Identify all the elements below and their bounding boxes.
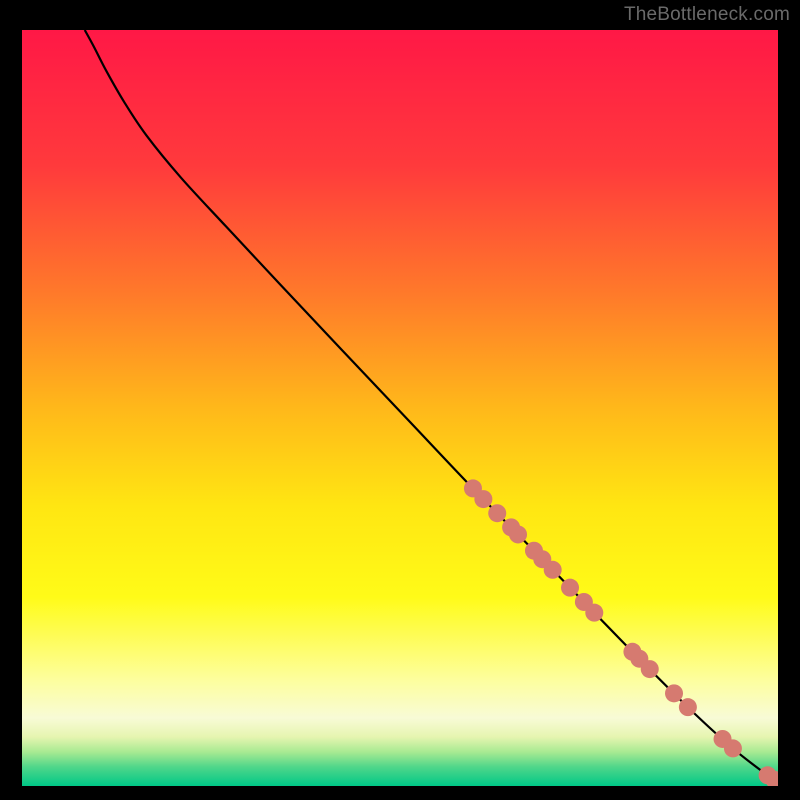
data-marker — [544, 561, 562, 579]
bottleneck-curve — [85, 30, 778, 782]
data-marker — [665, 684, 683, 702]
data-marker — [724, 739, 742, 757]
marker-group — [464, 479, 778, 786]
data-marker — [679, 698, 697, 716]
attribution-text: TheBottleneck.com — [624, 4, 790, 26]
data-marker — [509, 525, 527, 543]
data-marker — [585, 604, 603, 622]
data-marker — [474, 490, 492, 508]
data-marker — [488, 504, 506, 522]
data-marker — [641, 660, 659, 678]
plot-area — [22, 30, 778, 786]
data-marker — [561, 579, 579, 597]
chart-svg — [22, 30, 778, 786]
